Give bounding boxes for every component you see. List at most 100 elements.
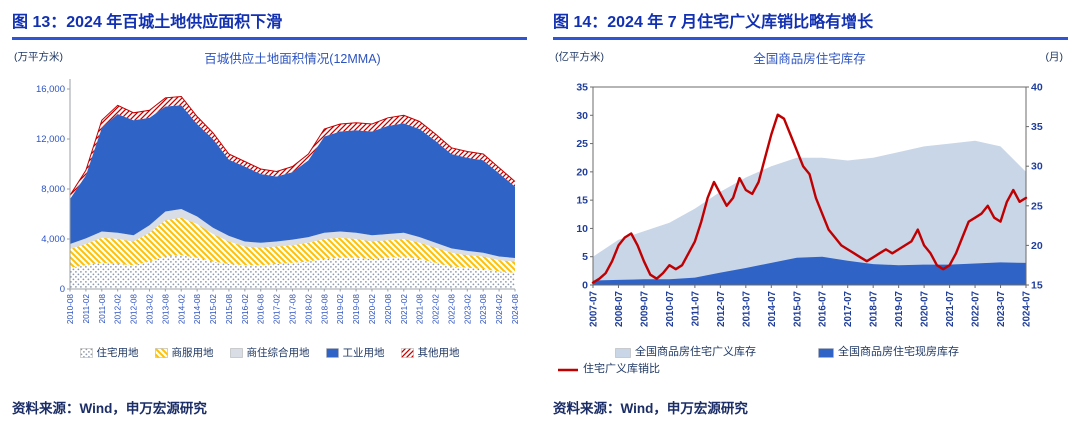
fig14-legend-row1: 全国商品房住宅广义库存 全国商品房住宅现房库存 bbox=[615, 347, 1068, 358]
x-tick-label: 2016-07 bbox=[818, 290, 829, 327]
plot-frame bbox=[592, 86, 1027, 286]
area-series-4 bbox=[70, 96, 515, 199]
fig14-legend-label-1: 全国商品房住宅现房库存 bbox=[838, 346, 959, 358]
fig14-legend-swatch-0 bbox=[615, 347, 631, 358]
x-tick-label: 2019-02 bbox=[336, 294, 345, 324]
fig13-legend-swatch-3 bbox=[325, 348, 339, 359]
x-tick-label: 2020-07 bbox=[920, 290, 931, 327]
x-tick-label: 2013-07 bbox=[741, 290, 752, 327]
right-tick-label: 25 bbox=[1031, 200, 1043, 212]
stacked-areas bbox=[70, 96, 515, 289]
fig14-source: 资料来源：Wind，申万宏源研究 bbox=[553, 401, 748, 416]
x-tick-label: 2011-08 bbox=[98, 294, 107, 324]
area-series-3 bbox=[70, 105, 515, 258]
panel-fig14: 图 14：2024 年 7 月住宅广义库销比略有增长 (亿平方米) (月) 全国商品… bbox=[553, 8, 1068, 419]
left-tick-label: 15 bbox=[576, 195, 588, 207]
x-tick-label: 2012-07 bbox=[716, 290, 727, 327]
x-tick-label: 2010-07 bbox=[665, 290, 676, 327]
fig13-source: 资料来源：Wind，申万宏源研究 bbox=[12, 401, 207, 416]
x-tick-label: 2022-07 bbox=[971, 290, 982, 327]
y-tick-label: 12,000 bbox=[36, 134, 65, 145]
y-tick-label: 16,000 bbox=[36, 84, 65, 95]
x-tick-label: 2014-07 bbox=[767, 290, 778, 327]
left-tick-label: 20 bbox=[576, 166, 588, 178]
fig13-title: 图 13：2024 年百城土地供应面积下滑 bbox=[12, 8, 527, 40]
x-tick-label: 2022-02 bbox=[432, 294, 441, 324]
fig13-legend: 住宅用地 商服用地 商住综合用地 工业用地 其他用地 bbox=[12, 348, 527, 359]
fig13-legend-item-2: 商住综合用地 bbox=[229, 347, 310, 359]
x-tick-label: 2011-07 bbox=[690, 290, 701, 326]
x-tick-label: 2023-02 bbox=[463, 294, 472, 324]
fig13-legend-item-0: 住宅用地 bbox=[79, 347, 139, 359]
x-tick-label: 2017-08 bbox=[289, 294, 298, 324]
x-tick-label: 2019-07 bbox=[894, 290, 905, 327]
left-tick-label: 0 bbox=[582, 280, 588, 292]
x-tick-label: 2014-08 bbox=[193, 294, 202, 324]
y-tick-label: 8,000 bbox=[41, 184, 65, 195]
y-tick-label: 4,000 bbox=[41, 234, 65, 245]
fig13-legend-swatch-2 bbox=[229, 348, 243, 359]
fig14-legend-label-0: 全国商品房住宅广义库存 bbox=[635, 346, 756, 358]
inventory-area-0 bbox=[593, 140, 1026, 285]
fig14-left-unit: (亿平方米) bbox=[555, 50, 604, 63]
x-tick-label: 2012-08 bbox=[130, 294, 139, 324]
x-tick-label: 2015-02 bbox=[209, 294, 218, 324]
fig14-legend-item-2: 住宅广义库销比 bbox=[557, 364, 660, 375]
fig14-legend: 全国商品房住宅广义库存 全国商品房住宅现房库存住宅广义库销比 bbox=[553, 347, 1068, 378]
x-tick-label: 2018-08 bbox=[320, 294, 329, 324]
x-tick-label: 2017-02 bbox=[273, 294, 282, 324]
fig13-legend-item-3: 工业用地 bbox=[325, 347, 385, 359]
x-tick-label: 2015-08 bbox=[225, 294, 234, 324]
x-tick-label: 2016-08 bbox=[257, 294, 266, 324]
x-tick-label: 2024-02 bbox=[495, 294, 504, 324]
x-tick-label: 2013-02 bbox=[145, 294, 154, 324]
x-tick-label: 2019-08 bbox=[352, 294, 361, 324]
x-tick-label: 2024-07 bbox=[1022, 290, 1033, 327]
stack-top-edge bbox=[69, 95, 516, 196]
fig13-chart-area: (万平方米) 百城供应土地面积情况(12MMA) 0 4,000 8,000 12,000… bbox=[12, 43, 527, 345]
x-tick-label: 2023-08 bbox=[479, 294, 488, 324]
x-tick-label: 2010-08 bbox=[66, 294, 75, 324]
fig14-legend-item-0: 全国商品房住宅广义库存 bbox=[615, 347, 756, 358]
fig14-subtitle: 全国商品房住宅库存 bbox=[753, 51, 866, 66]
housing-inventory-chart: (亿平方米) (月) 全国商品房住宅库存 0 5 10 15 20 25 30 35 15 20 25 30… bbox=[555, 50, 1064, 327]
left-tick-label: 10 bbox=[576, 223, 588, 235]
x-tick-label: 2022-08 bbox=[447, 294, 456, 324]
right-tick-label: 20 bbox=[1031, 240, 1043, 252]
x-tick-label: 2016-02 bbox=[241, 294, 250, 324]
inventory-area-1 bbox=[593, 256, 1026, 285]
fig13-legend-label-2: 商住综合用地 bbox=[246, 347, 310, 359]
x-tick-label: 2007-07 bbox=[589, 290, 600, 327]
fig14-legend-row2: 住宅广义库销比 bbox=[557, 364, 1068, 378]
area-series-1 bbox=[70, 217, 515, 273]
fig13-subtitle: 百城供应土地面积情况(12MMA) bbox=[204, 51, 380, 66]
fig14-chart-area: (亿平方米) (月) 全国商品房住宅库存 0 5 10 15 20 25 30 35 15 20 25 30… bbox=[553, 43, 1068, 345]
fig14-right-unit: (月) bbox=[1046, 51, 1064, 63]
fig14-legend-item-1: 全国商品房住宅现房库存 bbox=[818, 347, 959, 358]
x-tick-label: 2021-02 bbox=[400, 294, 409, 324]
right-tick-label: 30 bbox=[1031, 161, 1043, 173]
fig13-legend-label-4: 其他用地 bbox=[417, 347, 460, 359]
left-tick-label: 5 bbox=[582, 251, 588, 263]
fig13-y-unit: (万平方米) bbox=[14, 50, 63, 63]
fig13-legend-label-1: 商服用地 bbox=[171, 347, 214, 359]
x-tick-label: 2018-02 bbox=[304, 294, 313, 324]
panel-fig13: 图 13：2024 年百城土地供应面积下滑 (万平方米) 百城供应土地面积情况(1… bbox=[12, 8, 527, 419]
area-series-0 bbox=[70, 255, 515, 289]
x-tick-label: 2009-07 bbox=[639, 290, 650, 327]
fig14-legend-swatch-1 bbox=[818, 347, 834, 358]
fig13-legend-swatch-1 bbox=[154, 348, 168, 359]
x-tick-label: 2008-07 bbox=[614, 290, 625, 327]
x-tick-label: 2011-02 bbox=[82, 294, 91, 324]
x-tick-label: 2020-08 bbox=[384, 294, 393, 324]
fig13-legend-label-3: 工业用地 bbox=[342, 347, 385, 359]
x-tick-label: 2021-07 bbox=[945, 290, 956, 327]
x-tick-label: 2024-08 bbox=[511, 294, 520, 324]
x-tick-label: 2020-02 bbox=[368, 294, 377, 324]
left-tick-label: 30 bbox=[576, 110, 588, 122]
y-tick-label: 0 bbox=[60, 284, 65, 295]
fig13-legend-swatch-4 bbox=[400, 348, 414, 359]
land-supply-stacked-area-chart: (万平方米) 百城供应土地面积情况(12MMA) 0 4,000 8,000 12,000… bbox=[14, 50, 520, 324]
fig13-legend-label-0: 住宅用地 bbox=[96, 347, 139, 359]
